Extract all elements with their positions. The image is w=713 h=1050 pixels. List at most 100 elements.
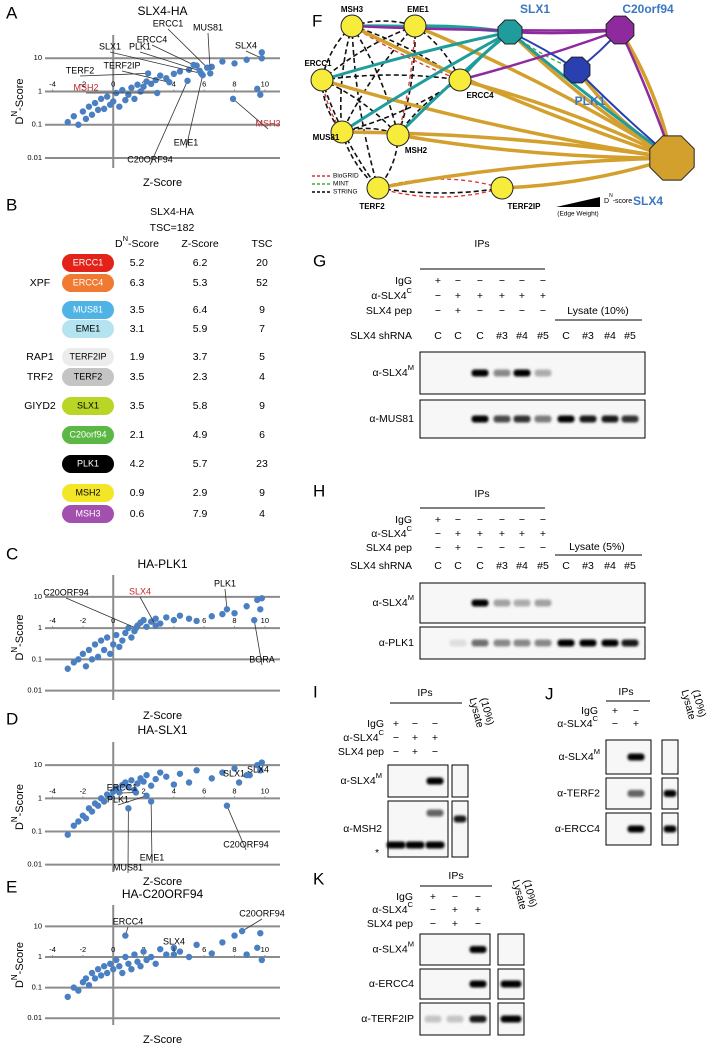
shrna-lane: #3 bbox=[496, 330, 508, 342]
panel-letter: D bbox=[6, 709, 18, 728]
labeled-point bbox=[153, 89, 161, 97]
panel-letter: C bbox=[6, 544, 18, 563]
data-point bbox=[75, 121, 82, 128]
lysate-label: Lysate (5%) bbox=[569, 541, 625, 553]
band bbox=[469, 1015, 487, 1023]
data-point bbox=[185, 953, 193, 961]
y-axis-label-sup: N bbox=[10, 816, 19, 822]
alias: XPF bbox=[30, 277, 50, 289]
data-point bbox=[257, 767, 264, 774]
condition-label: SLX4 pep bbox=[367, 918, 413, 930]
column-header: DN-Score bbox=[115, 234, 159, 250]
x-tick-label: 10 bbox=[261, 79, 269, 88]
edge bbox=[321, 74, 461, 81]
point-label: TERF2IP bbox=[103, 60, 140, 70]
labeled-point bbox=[223, 606, 231, 613]
shrna-lane: #4 bbox=[516, 330, 528, 342]
point-label: MSH3 bbox=[255, 118, 280, 128]
labeled-point bbox=[223, 802, 231, 809]
antibody-label: α-SLX4M bbox=[372, 363, 414, 379]
band bbox=[493, 639, 511, 647]
panel-letter: F bbox=[312, 11, 322, 30]
labeled-point bbox=[184, 77, 191, 84]
data-point bbox=[64, 993, 71, 1001]
labeled-point bbox=[122, 932, 129, 939]
data-point bbox=[185, 779, 193, 786]
node bbox=[563, 56, 591, 84]
data-point bbox=[94, 653, 102, 661]
y-tick-label: 0.01 bbox=[27, 153, 42, 162]
condition-label-text: α-SLX4 bbox=[557, 718, 592, 730]
data-point bbox=[152, 960, 159, 967]
shrna-lane: #3 bbox=[582, 330, 594, 342]
data-point bbox=[82, 663, 90, 670]
condition-sign: − bbox=[519, 305, 525, 317]
edge bbox=[341, 79, 461, 133]
point-label: MUS81 bbox=[193, 22, 223, 32]
y-tick-label: 10 bbox=[34, 53, 42, 62]
column-header-sup: N bbox=[123, 234, 128, 243]
data-point bbox=[208, 950, 215, 957]
data-point bbox=[70, 984, 78, 991]
antibody-label: α-SLX4M bbox=[372, 593, 414, 609]
condition-label: SLX4 pep bbox=[366, 305, 412, 317]
data-point bbox=[193, 941, 200, 949]
leader-line bbox=[232, 98, 269, 130]
table-cell: 6 bbox=[259, 429, 265, 441]
condition-sign: − bbox=[540, 542, 546, 554]
condition-sign: + bbox=[435, 275, 441, 287]
x-tick-label: 4 bbox=[172, 79, 176, 88]
condition-sign: − bbox=[633, 705, 639, 717]
node-label: MUS81 bbox=[313, 133, 340, 142]
condition-sign: + bbox=[519, 528, 525, 540]
x-axis-label: Z-Score bbox=[143, 710, 182, 722]
table-cell: 0.9 bbox=[130, 487, 145, 499]
x-tick-label: 8 bbox=[232, 786, 236, 795]
band bbox=[627, 790, 645, 797]
ips-label: IPs bbox=[448, 870, 463, 882]
band bbox=[663, 790, 677, 797]
condition-sign: − bbox=[519, 542, 525, 554]
condition-sign: − bbox=[499, 275, 505, 287]
data-point bbox=[143, 956, 150, 964]
band bbox=[627, 753, 645, 761]
x-tick-label: -2 bbox=[80, 786, 87, 795]
data-point bbox=[128, 84, 135, 91]
band bbox=[513, 639, 531, 647]
y-axis-label-sup: N bbox=[10, 111, 19, 117]
data-point bbox=[257, 929, 264, 937]
y-axis-label: DN-Score bbox=[10, 78, 26, 124]
antibody-label-text: α-ERCC4 bbox=[555, 823, 600, 835]
leader-line bbox=[185, 75, 204, 149]
node bbox=[340, 14, 364, 38]
data-point bbox=[88, 969, 96, 977]
data-point bbox=[131, 951, 138, 958]
condition-label: IgG bbox=[367, 718, 384, 730]
data-point bbox=[116, 643, 123, 651]
data-point bbox=[100, 963, 108, 970]
condition-label-text: IgG bbox=[581, 705, 598, 717]
shrna-lane: #4 bbox=[516, 560, 528, 572]
data-point bbox=[134, 81, 141, 88]
leader-line bbox=[151, 44, 194, 66]
protein-name: ERCC4 bbox=[73, 277, 104, 287]
leader-line bbox=[241, 918, 263, 932]
data-point bbox=[85, 981, 93, 989]
condition-label: α-SLX4C bbox=[372, 900, 413, 916]
edge bbox=[351, 25, 461, 81]
weight-label: DN-score bbox=[604, 193, 632, 205]
protein-pill bbox=[62, 455, 114, 473]
shrna-lane: C bbox=[476, 560, 484, 572]
table-cell: 5.2 bbox=[130, 257, 145, 269]
band bbox=[446, 1015, 464, 1023]
data-point bbox=[70, 113, 78, 120]
data-point bbox=[82, 815, 90, 822]
data-point bbox=[119, 637, 126, 644]
edge bbox=[351, 25, 399, 136]
condition-sign: − bbox=[430, 918, 436, 930]
node bbox=[310, 68, 334, 92]
shrna-lane: C bbox=[434, 330, 442, 342]
